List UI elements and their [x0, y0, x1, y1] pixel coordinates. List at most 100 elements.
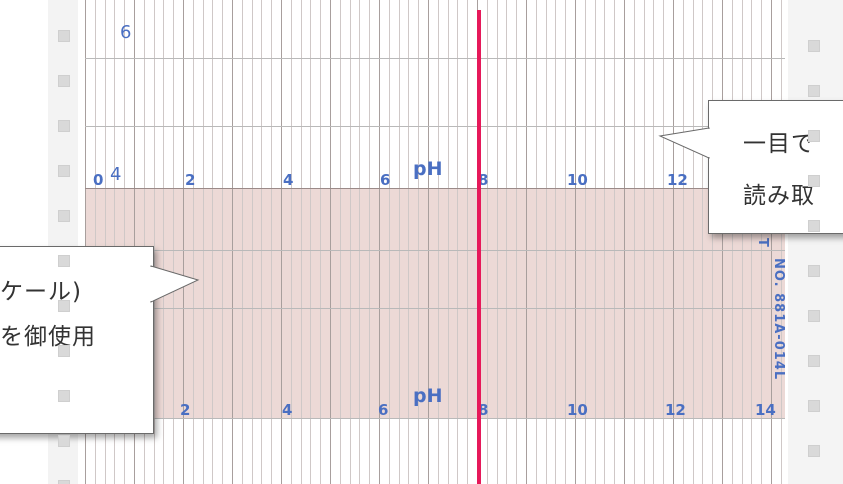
- upper-scale-label: 6: [380, 171, 391, 189]
- grid-hline: [85, 418, 785, 419]
- lower-ph-label: pH: [413, 385, 443, 407]
- grid-vline: [751, 0, 753, 484]
- lower-scale-label: 6: [378, 401, 389, 419]
- grid-vline: [290, 0, 292, 484]
- grid-vline: [153, 0, 155, 484]
- grid-hline: [85, 58, 785, 59]
- grid-hline: [85, 188, 785, 189]
- grid-hline: [85, 126, 785, 127]
- part-number: NO. 881A-014L: [771, 258, 786, 381]
- sprocket-hole: [808, 265, 820, 277]
- grid-vline: [320, 0, 322, 484]
- upper-scale-label: 12: [667, 171, 688, 189]
- shaded-band: [85, 188, 785, 418]
- grid-vline: [731, 0, 733, 484]
- sprocket-hole: [808, 400, 820, 412]
- sprocket-hole: [58, 165, 70, 177]
- grid-vline: [192, 0, 194, 484]
- sprocket-hole: [808, 355, 820, 367]
- grid-vline: [202, 0, 204, 484]
- grid-vline: [173, 0, 175, 484]
- grid-vline: [85, 0, 86, 484]
- grid-vline: [565, 0, 567, 484]
- lower-scale-label: 2: [180, 401, 191, 419]
- grid-vline: [624, 0, 625, 484]
- sprocket-hole: [58, 435, 70, 447]
- sprocket-hole: [58, 480, 70, 484]
- grid-vline: [702, 0, 704, 484]
- grid-vline: [408, 0, 410, 484]
- lower-scale-label: 12: [665, 401, 686, 419]
- grid-vline: [212, 0, 214, 484]
- grid-vline: [653, 0, 655, 484]
- lower-scale-label: 8: [478, 401, 489, 419]
- sprocket-hole: [58, 345, 70, 357]
- upper-scale-label: 10: [567, 171, 588, 189]
- lower-scale-label: 4: [282, 401, 293, 419]
- lower-scale-label: 10: [567, 401, 588, 419]
- grid-vline: [104, 0, 106, 484]
- grid-vline: [545, 0, 547, 484]
- grid-vline: [330, 0, 331, 484]
- grid-vline: [712, 0, 714, 484]
- grid-vline: [339, 0, 341, 484]
- grid-vline: [134, 0, 135, 484]
- upper-scale-zero: 0: [93, 171, 104, 189]
- upper-scale-label: 2: [185, 171, 196, 189]
- grid-vline: [516, 0, 518, 484]
- grid-vline: [398, 0, 400, 484]
- grid-vline: [594, 0, 596, 484]
- grid-vline: [771, 0, 772, 484]
- grid-vline: [379, 0, 380, 484]
- grid-vline: [496, 0, 498, 484]
- right-callout-line2: 読み取: [743, 183, 815, 209]
- grid-vline: [575, 0, 576, 484]
- upper-scale-label: 4: [283, 171, 294, 189]
- grid-vline: [604, 0, 606, 484]
- sprocket-hole: [808, 220, 820, 232]
- grid-vline: [682, 0, 684, 484]
- grid-vline: [428, 0, 429, 484]
- left-callout: [0, 246, 154, 434]
- chart-grid: [85, 0, 785, 484]
- grid-vline: [614, 0, 616, 484]
- upper-scale-label: 4: [110, 164, 122, 185]
- grid-vline: [506, 0, 508, 484]
- top-digit: 6: [120, 22, 132, 43]
- grid-vline: [467, 0, 469, 484]
- grid-vline: [486, 0, 488, 484]
- upper-scale-label: 8: [478, 171, 489, 189]
- grid-vline: [261, 0, 263, 484]
- grid-vline: [349, 0, 351, 484]
- part-prefix: T: [755, 238, 770, 247]
- left-callout-pointer: [149, 265, 200, 303]
- grid-vline: [281, 0, 282, 484]
- grid-vline: [388, 0, 390, 484]
- lower-scale-label: 14: [755, 401, 776, 419]
- sprocket-hole: [808, 40, 820, 52]
- upper-ph-label: pH: [413, 158, 443, 180]
- grid-vline: [359, 0, 361, 484]
- grid-vline: [526, 0, 527, 484]
- grid-vline: [437, 0, 439, 484]
- grid-vline: [251, 0, 253, 484]
- grid-vline: [163, 0, 165, 484]
- grid-vline: [722, 0, 723, 484]
- grid-vline: [447, 0, 449, 484]
- grid-vline: [584, 0, 586, 484]
- grid-vline: [124, 0, 126, 484]
- sprocket-hole: [58, 120, 70, 132]
- grid-vline: [418, 0, 420, 484]
- sprocket-hole: [58, 255, 70, 267]
- sprocket-hole: [58, 75, 70, 87]
- grid-hline: [85, 250, 785, 251]
- sprocket-hole: [808, 130, 820, 142]
- grid-vline: [457, 0, 459, 484]
- grid-vline: [761, 0, 763, 484]
- grid-vline: [535, 0, 537, 484]
- grid-vline: [300, 0, 302, 484]
- grid-vline: [241, 0, 243, 484]
- grid-hline: [85, 308, 785, 309]
- grid-vline: [271, 0, 273, 484]
